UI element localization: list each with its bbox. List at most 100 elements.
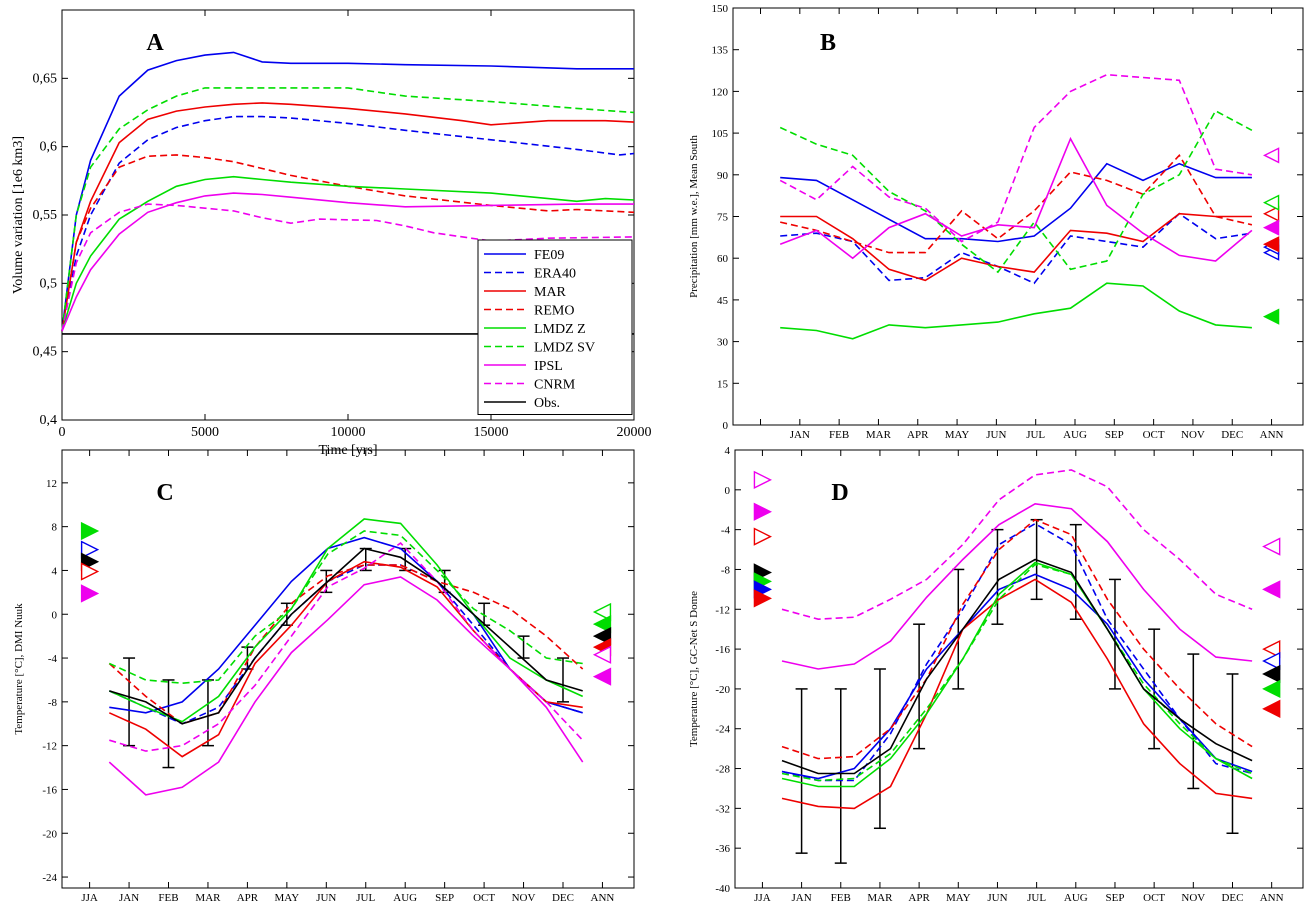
series-line-lmdz-z	[108, 518, 584, 723]
series-line-lmdz-sv	[779, 109, 1253, 274]
y-tick-label: 30	[717, 337, 729, 349]
series-line-remo	[108, 564, 584, 725]
ann-marker-obs	[592, 627, 612, 646]
x-tick-label-jan: JAN	[119, 892, 139, 904]
legend-label-ipsl: IPSL	[534, 359, 563, 374]
x-tick-label-apr: APR	[908, 892, 930, 904]
ann-marker-cnrm	[1262, 147, 1280, 164]
jja-marker-ipsl	[80, 584, 100, 603]
y-tick-label: -24	[42, 872, 57, 884]
x-tick-label-apr: APR	[237, 892, 259, 904]
y-tick-label: -16	[42, 784, 57, 796]
legend-label-mar: MAR	[534, 285, 567, 300]
y-tick-label: 0,45	[33, 345, 58, 360]
y-tick-label: 45	[717, 295, 729, 307]
panel-title: D	[831, 480, 848, 506]
ann-marker-cnrm	[592, 645, 612, 664]
ann-marker-lmdz-sv	[592, 602, 612, 622]
y-tick-label: 0	[725, 485, 731, 497]
x-tick-label-mar: MAR	[195, 892, 221, 904]
y-tick-label: 120	[712, 86, 729, 98]
y-tick-label: 12	[46, 478, 57, 490]
x-tick-label-ann: ANN	[591, 892, 615, 904]
x-tick-label-aug: AUG	[1064, 892, 1088, 904]
x-tick-label-dec: DEC	[552, 892, 574, 904]
x-tick-label-ann: ANN	[1260, 892, 1284, 904]
y-tick-label: 0	[723, 420, 729, 432]
x-tick-label: 15000	[474, 425, 509, 440]
legend-label-fe09: FE09	[534, 248, 564, 263]
y-tick-label: -8	[721, 564, 731, 576]
y-tick-label: -16	[715, 644, 730, 656]
x-tick-label-jun: JUN	[986, 429, 1006, 441]
x-tick-label-mar: MAR	[866, 429, 892, 441]
series-line-obs	[109, 547, 583, 725]
x-tick-label-jja: JJA	[754, 892, 771, 904]
x-tick-label-nov: NOV	[1181, 892, 1205, 904]
ann-marker-mar	[1262, 699, 1281, 718]
ann-marker-lmdz-z	[592, 614, 612, 634]
series-line-lmdz-z	[781, 561, 1253, 788]
y-tick-label: 4	[725, 445, 731, 457]
panel-title: C	[156, 480, 173, 506]
legend-label-era40: ERA40	[534, 267, 576, 282]
series-line-cnrm	[779, 73, 1253, 243]
jja-marker-remo	[80, 562, 100, 581]
y-tick-label: 105	[712, 128, 729, 140]
x-tick-label-may: MAY	[946, 892, 971, 904]
y-tick-label: -12	[42, 741, 57, 753]
y-tick-label: 15	[717, 378, 729, 390]
ann-marker-ipsl	[592, 667, 612, 686]
y-axis-label: Volume variation [1e6 km3]	[11, 136, 26, 294]
x-tick-label-jan: JAN	[790, 429, 810, 441]
x-tick-label: 20000	[617, 425, 652, 440]
x-tick-label-jul: JUL	[1027, 892, 1046, 904]
legend-label-obs: Obs.	[534, 396, 560, 411]
y-tick-label: 0,4	[40, 413, 58, 428]
x-tick-label-dec: DEC	[1221, 892, 1243, 904]
series-line-cnrm	[109, 542, 584, 752]
y-axis-label: Temperature [°C], GC-Net S Dome	[688, 591, 700, 747]
ann-marker-remo	[1262, 205, 1280, 222]
panel-title: B	[820, 30, 836, 56]
y-tick-label: 90	[717, 170, 729, 182]
panel-title: A	[146, 30, 164, 56]
series-line-lmdz-sv	[781, 563, 1253, 782]
jja-marker-mar	[753, 589, 772, 608]
series-line-lmdz-sv	[108, 530, 583, 685]
x-tick-label-apr: APR	[907, 429, 929, 441]
panel-c: -24 -20 -16 -12 -8 -4 0 4 8 12 JJA JAN FEB MAR APR MAY J…	[13, 449, 635, 904]
y-tick-label: 0,6	[40, 140, 58, 155]
ann-marker-cnrm	[1262, 537, 1281, 556]
y-tick-label: 8	[52, 522, 58, 534]
y-tick-label: -20	[42, 828, 57, 840]
series-line-ipsl	[781, 502, 1253, 670]
y-tick-label: -32	[715, 803, 730, 815]
y-tick-label: 135	[712, 45, 729, 57]
series-line-era40	[108, 564, 583, 725]
x-tick-label-dec: DEC	[1221, 429, 1243, 441]
series-line-mar	[780, 212, 1252, 282]
series-line-remo	[781, 518, 1253, 760]
series-line-era40	[781, 522, 1253, 782]
jja-marker-fe09	[80, 540, 100, 559]
series-line-remo	[780, 153, 1253, 254]
y-tick-label: -4	[48, 653, 58, 665]
y-tick-label: 0	[52, 609, 58, 621]
ann-marker-ipsl	[1262, 580, 1281, 599]
jja-marker-lmdz-z	[80, 521, 100, 541]
y-tick-label: 75	[717, 212, 729, 224]
legend-label-lmdz-z: LMDZ Z	[534, 322, 586, 337]
ann-marker-lmdz-z	[1262, 308, 1280, 325]
x-tick-label: 5000	[191, 425, 219, 440]
series-line-lmdz-z	[780, 282, 1252, 340]
y-tick-label: -28	[715, 764, 730, 776]
y-axis-label: Temperature [°C], DMI Nuuk	[13, 603, 25, 735]
x-tick-label-feb: FEB	[158, 892, 178, 904]
series-line-era40	[61, 115, 635, 332]
y-tick-label: -12	[715, 604, 730, 616]
x-tick-label-sep: SEP	[1105, 892, 1124, 904]
plot-frame	[61, 449, 635, 889]
series-line-obs	[781, 558, 1253, 775]
x-tick-label: 0	[59, 425, 66, 440]
